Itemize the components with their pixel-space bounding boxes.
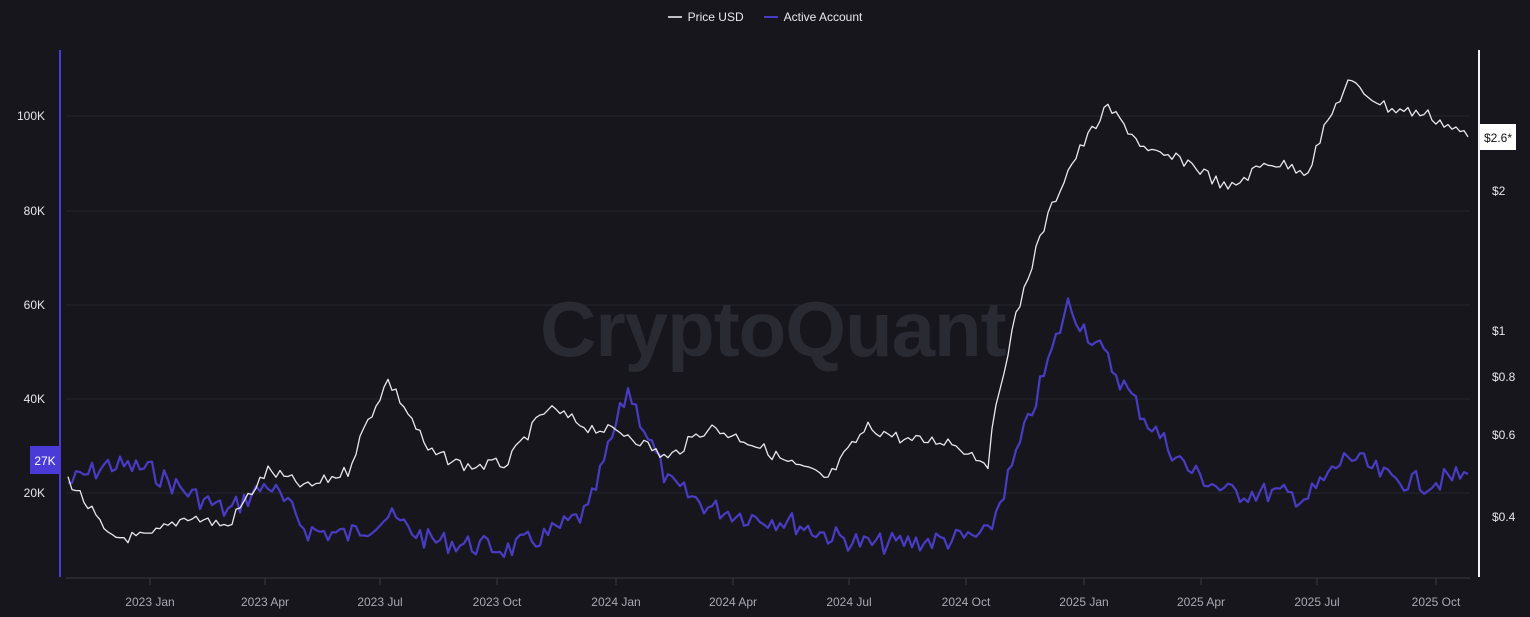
right-axis: $2 $1 $0.8 $0.6 $0.4 — [1492, 184, 1516, 524]
x-tick: 2023 Jan — [125, 595, 174, 609]
left-tick-20k: 20K — [24, 486, 45, 500]
right-tick-0-6: $0.6 — [1492, 428, 1516, 442]
x-tick: 2023 Jul — [357, 595, 402, 609]
left-tick-60k: 60K — [24, 298, 45, 312]
legend-item-active-account[interactable]: Active Account — [763, 10, 863, 24]
left-current-value-marker: 27K — [30, 446, 61, 474]
x-tick: 2023 Oct — [473, 595, 522, 609]
right-tick-2: $2 — [1492, 184, 1506, 198]
x-tick: 2025 Apr — [1177, 595, 1225, 609]
legend: Price USD Active Account — [0, 10, 1530, 24]
x-tick: 2025 Jul — [1294, 595, 1339, 609]
right-tick-0-8: $0.8 — [1492, 370, 1516, 384]
right-tick-1: $1 — [1492, 324, 1506, 338]
active-account-series[interactable] — [67, 297, 1469, 559]
x-tick: 2023 Apr — [241, 595, 289, 609]
active-account-swatch-icon — [763, 16, 778, 18]
x-tick: 2024 Apr — [709, 595, 757, 609]
left-tick-100k: 100K — [17, 109, 45, 123]
left-current-value: 27K — [34, 454, 55, 468]
right-current-value-marker: $2.6* — [1480, 124, 1516, 150]
x-tick: 2024 Jul — [826, 595, 871, 609]
x-tick: 2024 Oct — [942, 595, 991, 609]
left-tick-40k: 40K — [24, 392, 45, 406]
legend-label-price-usd: Price USD — [687, 10, 744, 24]
right-current-value: $2.6* — [1484, 131, 1512, 145]
left-axis: 100K 80K 60K 40K 20K — [17, 109, 45, 500]
x-tick: 2024 Jan — [591, 595, 640, 609]
left-tick-80k: 80K — [24, 204, 45, 218]
right-tick-0-4: $0.4 — [1492, 510, 1516, 524]
price-usd-series[interactable] — [67, 79, 1469, 544]
x-axis — [149, 578, 1437, 585]
x-tick: 2025 Jan — [1059, 595, 1108, 609]
watermark: CryptoQuant — [540, 285, 1007, 373]
x-tick: 2025 Oct — [1412, 595, 1461, 609]
legend-item-price-usd[interactable]: Price USD — [667, 10, 744, 24]
price-usd-swatch-icon — [667, 16, 682, 18]
legend-label-active-account: Active Account — [783, 10, 863, 24]
